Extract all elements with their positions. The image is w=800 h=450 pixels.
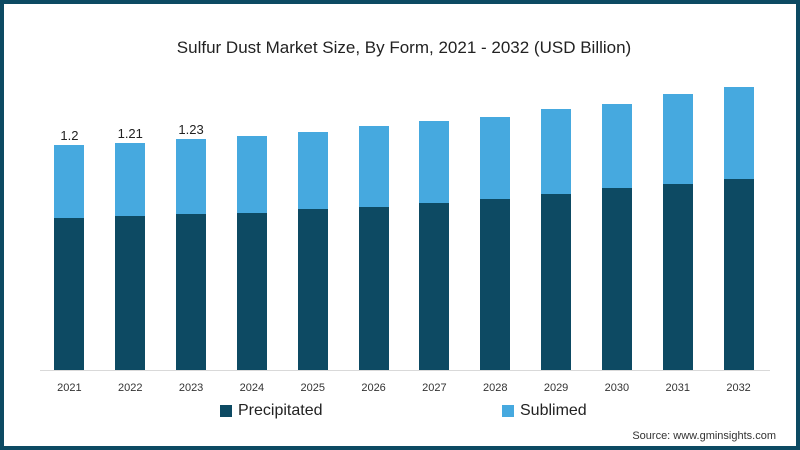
bar-segment-sublimed[interactable] — [176, 139, 207, 215]
bar-2021[interactable]: 1.2 — [54, 128, 85, 370]
data-label: 1.23 — [178, 122, 204, 138]
bar-segment-sublimed[interactable] — [297, 131, 328, 209]
bar-2027[interactable] — [419, 120, 450, 370]
bar-2032[interactable] — [723, 86, 754, 370]
legend-swatch-precipitated-icon — [220, 405, 232, 417]
bar-segment-precipitated[interactable] — [723, 178, 754, 370]
data-label: 1.2 — [60, 128, 79, 143]
legend-label-sublimed: Sublimed — [520, 402, 587, 419]
bar-segment-sublimed[interactable] — [662, 94, 693, 185]
x-tick-label: 2027 — [422, 382, 447, 394]
bar-2029[interactable] — [541, 109, 572, 370]
bar-segment-sublimed[interactable] — [480, 116, 511, 200]
bar-segment-sublimed[interactable] — [601, 103, 632, 189]
bar-2023[interactable]: 1.23 — [176, 122, 207, 370]
bar-segment-precipitated[interactable] — [480, 199, 511, 370]
bar-2025[interactable] — [297, 131, 328, 370]
bar-segment-sublimed[interactable] — [115, 143, 146, 217]
x-tick-label: 2025 — [300, 382, 325, 394]
x-axis-line — [40, 370, 770, 371]
bar-2028[interactable] — [480, 116, 511, 370]
x-tick-label: 2030 — [604, 382, 630, 394]
bar-2024[interactable] — [236, 135, 267, 370]
bar-segment-precipitated[interactable] — [358, 206, 389, 370]
data-label: 1.21 — [117, 126, 143, 142]
bar-segment-precipitated[interactable] — [176, 214, 207, 370]
bar-segment-sublimed[interactable] — [358, 126, 389, 207]
bar-2030[interactable] — [601, 103, 632, 370]
x-tick-label: 2031 — [665, 382, 690, 394]
x-tick-label: 2032 — [726, 382, 751, 394]
x-tick-label: 2026 — [361, 382, 386, 394]
bar-segment-sublimed[interactable] — [723, 86, 754, 179]
x-tick-label: 2022 — [118, 382, 143, 394]
bar-segment-sublimed[interactable] — [236, 135, 267, 213]
chart-title: Sulfur Dust Market Size, By Form, 2021 -… — [176, 38, 632, 57]
bar-2026[interactable] — [358, 126, 389, 370]
bar-segment-sublimed[interactable] — [54, 145, 85, 219]
legend-item-precipitated[interactable]: Precipitated — [220, 402, 323, 420]
bar-segment-precipitated[interactable] — [601, 188, 632, 370]
bar-segment-precipitated[interactable] — [541, 193, 572, 370]
bar-segment-precipitated[interactable] — [297, 208, 328, 370]
bar-segment-sublimed[interactable] — [541, 109, 572, 194]
legend-swatch-sublimed-icon — [502, 405, 514, 417]
bar-2031[interactable] — [662, 94, 693, 370]
x-tick-label: 2024 — [239, 382, 265, 394]
bar-segment-precipitated[interactable] — [236, 212, 267, 370]
x-tick-label: 2023 — [178, 382, 204, 394]
bar-segment-precipitated[interactable] — [115, 216, 146, 370]
plot-area: 1.2 1.21 1.23 — [40, 74, 770, 370]
bar-2022[interactable]: 1.21 — [115, 126, 146, 370]
legend-label-precipitated: Precipitated — [238, 402, 323, 419]
x-tick-label: 2029 — [543, 382, 569, 394]
bar-segment-precipitated[interactable] — [662, 184, 693, 370]
source-note: Source: www.gminsights.com — [632, 430, 776, 442]
bar-segment-precipitated[interactable] — [419, 203, 450, 370]
bar-segment-sublimed[interactable] — [419, 120, 450, 204]
bar-segment-precipitated[interactable] — [54, 218, 85, 370]
x-tick-label: 2028 — [483, 382, 508, 394]
x-tick-label: 2021 — [57, 382, 82, 394]
legend-item-sublimed[interactable]: Sublimed — [502, 402, 587, 420]
